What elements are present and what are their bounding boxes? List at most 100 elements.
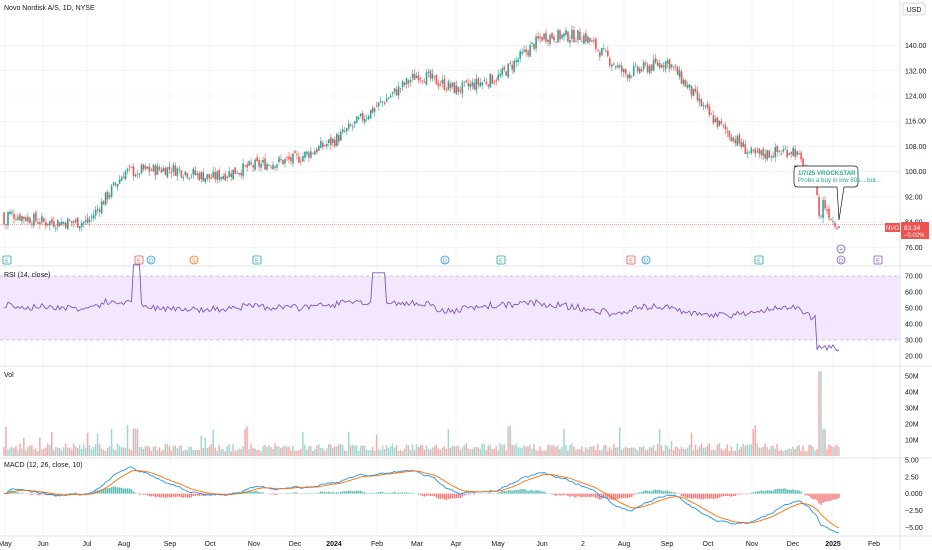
time-tick-label: Dec	[289, 541, 302, 548]
price-axis[interactable]: 76.0084.0092.00100.00108.00116.00124.001…	[905, 43, 927, 252]
candle-body	[535, 36, 537, 49]
candle-body	[82, 221, 85, 224]
rsi-axis[interactable]: 20.00 30.00 40.00 50.00 60.00 70.00	[905, 274, 923, 361]
volume-bar	[509, 425, 511, 456]
macd-hist-bar	[326, 492, 328, 494]
macd-hist-bar	[650, 491, 653, 494]
candle-body	[473, 82, 476, 90]
event-marker[interactable]	[440, 255, 450, 265]
candle-body	[49, 221, 51, 226]
candle-body	[351, 125, 354, 127]
currency-button[interactable]	[902, 2, 926, 16]
macd-hist-bar	[371, 493, 374, 494]
candle-body	[672, 66, 675, 68]
macd-hist-bar	[178, 493, 181, 497]
idea-annotation[interactable]: 1/7/25 VROCKSTAR Probs a buy in low 80s.…	[793, 165, 881, 221]
volume-bar	[553, 445, 555, 456]
macd-hist-bar	[172, 493, 175, 497]
volume-bar	[529, 444, 531, 456]
candle-body	[553, 36, 555, 41]
event-marker[interactable]	[873, 255, 883, 265]
candle-body	[646, 64, 649, 73]
macd-hist-bar	[561, 493, 563, 496]
volume-bar	[543, 450, 545, 456]
volume-bar	[634, 448, 637, 456]
candle-body	[746, 152, 749, 154]
event-marker[interactable]	[496, 255, 506, 265]
volume-bar	[403, 448, 406, 456]
candle-body	[525, 49, 527, 53]
volume-bar	[581, 446, 583, 456]
macd-hist-bar	[654, 489, 657, 494]
macd-axis[interactable]: 5.00 2.50 0.000 −2.50 −5.00	[905, 458, 923, 532]
volume-bar	[35, 448, 37, 456]
candle-body	[196, 173, 199, 176]
macd-hist-bar	[397, 492, 400, 494]
add-event-icon[interactable]	[836, 244, 846, 254]
volume-bar	[668, 448, 671, 456]
macd-hist-bar	[118, 487, 121, 494]
macd-hist-bar	[45, 493, 47, 496]
volume-bar	[122, 447, 125, 456]
candle-body	[57, 220, 59, 227]
time-tick-label: Oct	[703, 541, 714, 548]
macd-hist-bar	[708, 493, 711, 499]
macd-hist-bar	[730, 493, 733, 497]
candle-body	[674, 66, 677, 68]
candle-body	[403, 82, 406, 86]
event-marker[interactable]	[626, 255, 636, 265]
event-marker[interactable]	[134, 255, 144, 265]
macd-hist-bar	[461, 493, 464, 497]
candle-body	[577, 30, 579, 40]
volume-bar	[505, 450, 507, 456]
macd-hist-bar	[158, 493, 161, 498]
event-marker[interactable]	[754, 255, 764, 265]
macd-hist-bar	[170, 493, 173, 498]
candle-body	[732, 137, 735, 141]
candle-body	[194, 170, 197, 175]
volume-bar	[102, 449, 105, 456]
event-markers[interactable]: E E D S E D E E D E D E +	[2, 244, 883, 265]
candle-body	[363, 118, 366, 123]
event-marker[interactable]	[2, 255, 12, 265]
macd-hist-bar	[732, 493, 735, 497]
event-marker[interactable]	[252, 255, 262, 265]
candle-body	[439, 84, 442, 86]
macd-hist-bar	[736, 493, 739, 495]
price-tick-label: 76.00	[905, 245, 923, 252]
price-tick-label: 132.00	[905, 68, 927, 75]
volume-bar	[68, 447, 71, 456]
candle-body	[437, 83, 440, 87]
rsi-tick-label: 30.00	[905, 338, 923, 345]
macd-hist-bar	[790, 489, 792, 494]
candle-body	[405, 78, 408, 85]
event-marker[interactable]	[641, 255, 651, 265]
volume-bar	[182, 450, 185, 456]
macd-hist-bar	[577, 493, 579, 497]
macd-hist-bar	[618, 493, 621, 499]
volume-bar	[620, 449, 623, 456]
volume-bar	[280, 447, 282, 456]
macd-hist-bar	[710, 493, 713, 499]
candle-body	[112, 182, 115, 186]
event-marker[interactable]	[146, 255, 156, 265]
volume-bar	[525, 446, 527, 456]
candle-body	[222, 176, 225, 179]
candle-body	[650, 64, 653, 71]
event-marker[interactable]	[189, 255, 199, 265]
candle-body	[511, 64, 513, 70]
event-marker[interactable]	[836, 255, 846, 265]
candle-body	[656, 62, 659, 66]
candle-body	[68, 220, 71, 222]
volume-bar	[648, 447, 651, 456]
macd-hist-bar	[104, 487, 107, 494]
candle-body	[662, 65, 665, 68]
time-axis[interactable]: May Jun Jul Aug Sep Oct Nov Dec 2024 Feb Mar Apr May…	[0, 541, 880, 548]
macd-hist-bar	[425, 493, 428, 496]
macd-hist-bar	[114, 486, 117, 494]
volume-axis[interactable]: 10M 20M 30M 40M 50M	[905, 374, 919, 445]
volume-bar	[421, 444, 424, 456]
candle-body	[431, 73, 434, 79]
